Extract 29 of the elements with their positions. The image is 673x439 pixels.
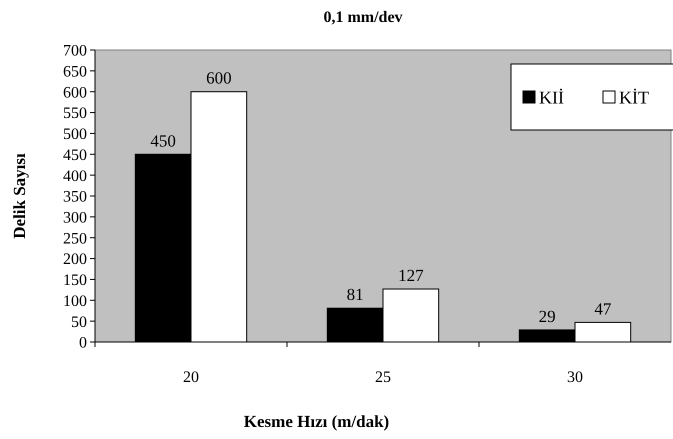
legend-label: KİT [619, 87, 649, 108]
x-tick-label: 25 [375, 369, 391, 386]
y-tick-label: 0 [79, 334, 87, 352]
y-tick-label: 550 [63, 105, 87, 122]
y-tick-label: 400 [63, 168, 87, 185]
y-axis-title: Delik Sayısı [10, 152, 29, 239]
x-axis-title: Kesme Hızı (m/dak) [244, 412, 390, 431]
y-tick-label: 650 [63, 63, 87, 80]
data-label: 81 [346, 285, 364, 304]
y-tick-label: 600 [63, 84, 87, 102]
data-label: 47 [594, 299, 612, 318]
legend-label: KIİ [539, 87, 564, 108]
data-label: 600 [206, 68, 232, 88]
y-tick-label: 350 [63, 188, 87, 206]
data-label: 450 [150, 131, 176, 150]
y-tick-label: 150 [63, 272, 87, 290]
y-tick-label: 300 [63, 209, 87, 226]
chart-title: 0,1 mm/dev [323, 9, 403, 26]
y-tick-label: 50 [71, 314, 87, 331]
y-tick-label: 450 [63, 146, 87, 164]
x-tick-label: 30 [567, 369, 583, 386]
data-label: 29 [538, 306, 556, 326]
data-label: 127 [398, 266, 424, 286]
y-tick-label: 200 [63, 251, 87, 268]
x-tick-label: 20 [183, 369, 199, 386]
y-tick-label: 100 [63, 292, 87, 310]
y-tick-label: 500 [63, 126, 87, 144]
y-tick-label: 700 [63, 42, 87, 60]
y-tick-label: 250 [63, 230, 87, 248]
